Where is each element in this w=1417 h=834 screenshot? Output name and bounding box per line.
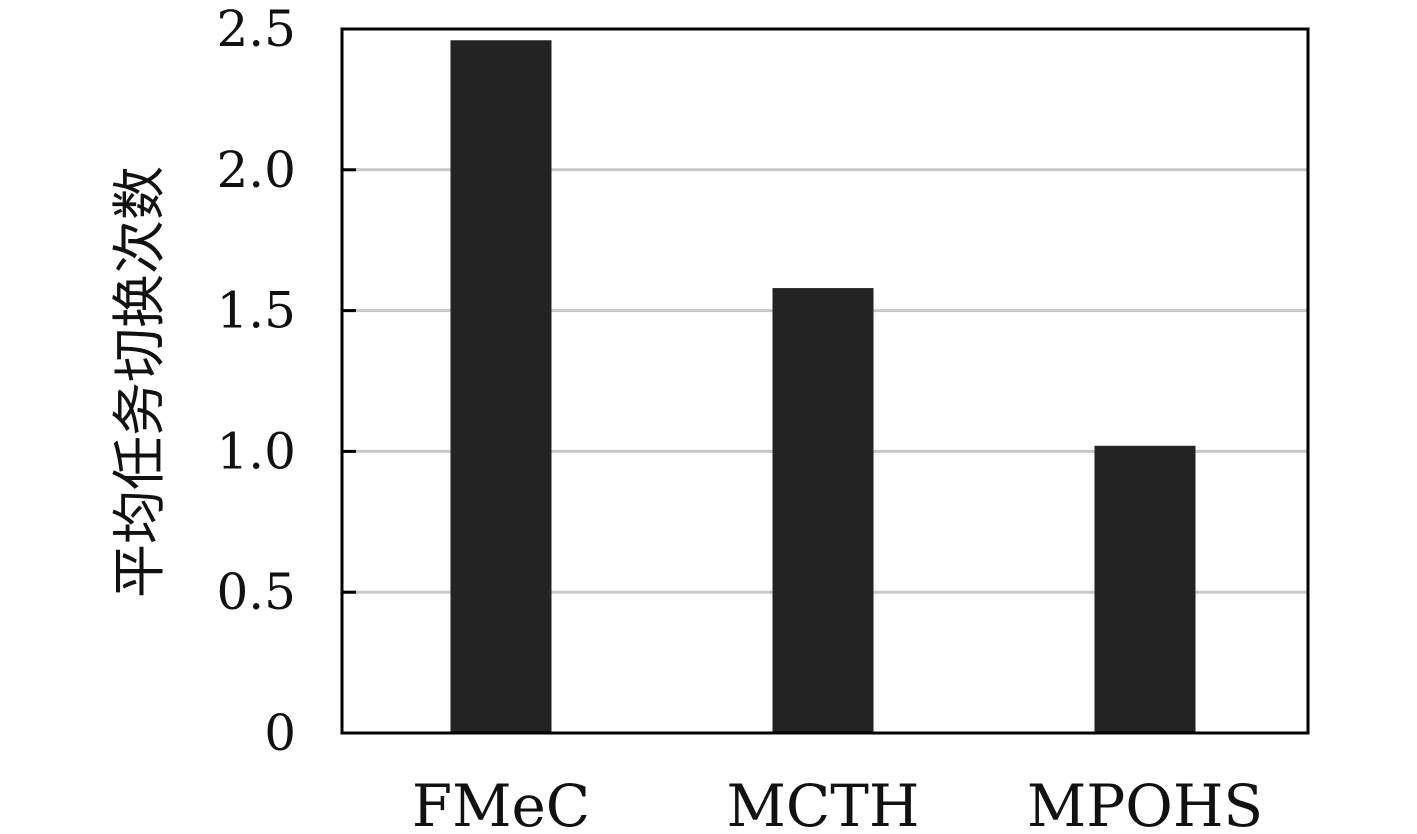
x-category-label: MPOHS	[1027, 772, 1263, 834]
x-axis-category-labels: FMeC MCTH MPOHS	[412, 772, 1263, 834]
y-tick-label: 1.0	[216, 422, 296, 480]
bar-fmec	[450, 40, 552, 734]
x-category-label: MCTH	[726, 772, 919, 834]
bar-mcth	[772, 288, 874, 733]
bar-mpohs	[1094, 445, 1196, 733]
bars	[450, 40, 1196, 734]
y-tick-label: 2.0	[216, 141, 296, 199]
y-tick-label: 0.5	[216, 563, 296, 621]
y-axis-tick-labels: 0 0.5 1.0 1.5 2.0 2.5	[216, 0, 296, 762]
y-tick-label: 2.5	[216, 0, 296, 58]
x-category-label: FMeC	[412, 772, 590, 834]
y-axis-title: 平均任务切换次数	[108, 166, 171, 598]
plot-frame	[340, 27, 1310, 735]
y-tick-label: 0	[264, 704, 296, 762]
y-tick-label: 1.5	[216, 282, 296, 340]
y-axis-ticks	[342, 27, 356, 735]
